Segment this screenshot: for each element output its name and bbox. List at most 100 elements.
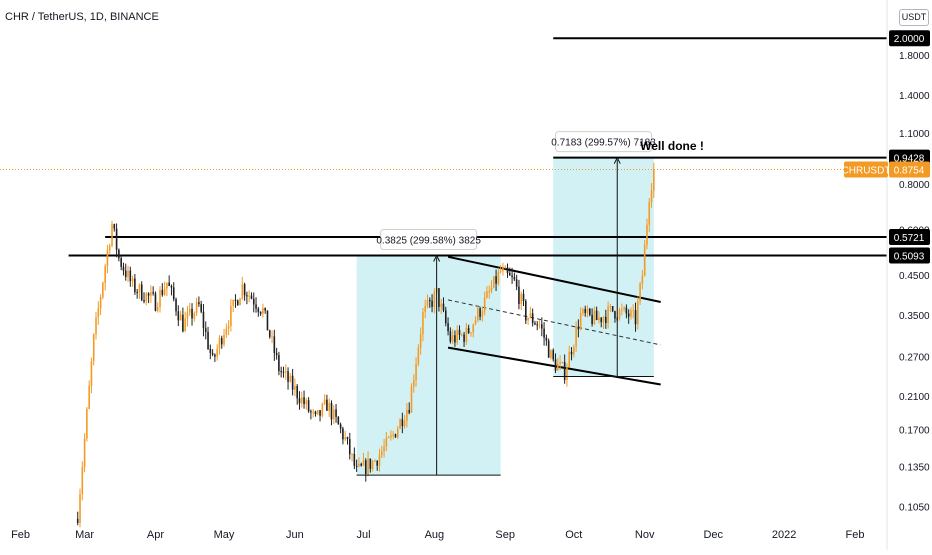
candle-body (319, 410, 321, 416)
candle-body (182, 314, 184, 332)
candle-body (291, 375, 294, 390)
candle-body (191, 308, 193, 319)
candle-body (351, 453, 353, 455)
candle-body (264, 308, 266, 311)
candle-body (303, 397, 305, 405)
candle-body (163, 288, 166, 295)
candle-body (545, 337, 548, 341)
measure-label-1: 0.3825 (299.58%) 3825 (376, 235, 481, 246)
candle-body (273, 336, 276, 354)
candle-body (376, 460, 379, 466)
symbol-title[interactable]: CHR / TetherUS, 1D, BINANCE (5, 11, 159, 23)
y-tick-label: 1.1000 (899, 129, 930, 140)
candle-body (431, 300, 433, 307)
candle-body (225, 328, 228, 335)
candle-body (428, 299, 431, 301)
candle-body (339, 424, 342, 429)
candle-body (472, 324, 475, 333)
candle-body (154, 293, 157, 311)
candle-body (524, 301, 527, 321)
candle-body (161, 289, 164, 295)
candle-body (486, 291, 488, 298)
candle-body (113, 224, 116, 229)
candle-body (367, 458, 369, 475)
candle-body (134, 278, 136, 293)
level-badge-value-4: 0.5093 (894, 251, 925, 262)
candle-body (140, 284, 143, 300)
candle-body (99, 296, 102, 309)
candle-body (346, 437, 349, 440)
candle-body (86, 408, 88, 439)
candle-body (305, 400, 308, 405)
candle-body (513, 277, 516, 280)
candle-body (115, 228, 118, 250)
candle-body (552, 350, 555, 360)
candle-body (463, 334, 465, 342)
x-tick-label: Oct (565, 529, 582, 541)
candle-body (623, 307, 625, 310)
candle-body (250, 295, 253, 299)
candle-body (554, 359, 557, 371)
candle-body (522, 293, 525, 302)
x-tick-label: Nov (635, 529, 655, 541)
candle-body (582, 309, 584, 313)
candle-body (598, 317, 600, 321)
candle-body (294, 385, 296, 390)
measure-label-box-1 (380, 228, 478, 250)
candle-body (589, 308, 591, 315)
x-tick-label: Apr (147, 529, 164, 541)
candle-body (275, 353, 278, 356)
candle-body (488, 291, 491, 293)
symbol-tag-label: CHRUSDT (842, 165, 891, 176)
candle-body (440, 303, 443, 307)
candle-body (172, 287, 175, 300)
candle-body (289, 375, 292, 382)
candle-body (127, 270, 129, 277)
candle-body (227, 326, 230, 329)
level-badge-value-3: 0.5721 (894, 233, 925, 244)
candle-body (492, 276, 495, 288)
candle-body (641, 276, 644, 284)
candle-body (534, 323, 536, 325)
candle-body (648, 202, 651, 225)
candle-body (529, 313, 532, 318)
candle-body (568, 351, 571, 368)
candle-body (611, 306, 614, 312)
candle-body (483, 297, 486, 312)
candle-body (371, 460, 374, 469)
candle-body (255, 304, 257, 309)
candle-body (124, 270, 127, 277)
candle-body (220, 338, 223, 345)
candle-body (168, 282, 170, 286)
candle-body (410, 386, 413, 413)
candle-body (465, 327, 468, 342)
currency-badge[interactable]: USDT (899, 9, 929, 26)
candle-body (175, 299, 177, 312)
candle-body (449, 331, 452, 342)
candle-body (584, 309, 587, 313)
channel-upper-line (447, 255, 661, 303)
candle-body (241, 284, 244, 299)
candle-body (102, 282, 104, 297)
y-tick-label: 1.4000 (899, 91, 930, 102)
candle-body (321, 403, 324, 416)
candle-body (248, 295, 250, 297)
candle-body (387, 437, 390, 439)
candle-body (451, 335, 454, 342)
candle-body (200, 304, 202, 312)
candle-body (378, 455, 381, 466)
candle-body (358, 463, 360, 467)
candle-body (209, 348, 212, 353)
measure-arrowhead-2 (613, 156, 621, 164)
candle-body (90, 361, 93, 386)
candle-body (136, 292, 138, 294)
candle-body (408, 410, 411, 413)
candle-body (470, 332, 472, 334)
candle-body (184, 318, 186, 332)
candle-body (511, 275, 513, 278)
candle-body (298, 398, 301, 404)
level-badge-3 (889, 229, 930, 246)
candle-body (344, 437, 346, 440)
